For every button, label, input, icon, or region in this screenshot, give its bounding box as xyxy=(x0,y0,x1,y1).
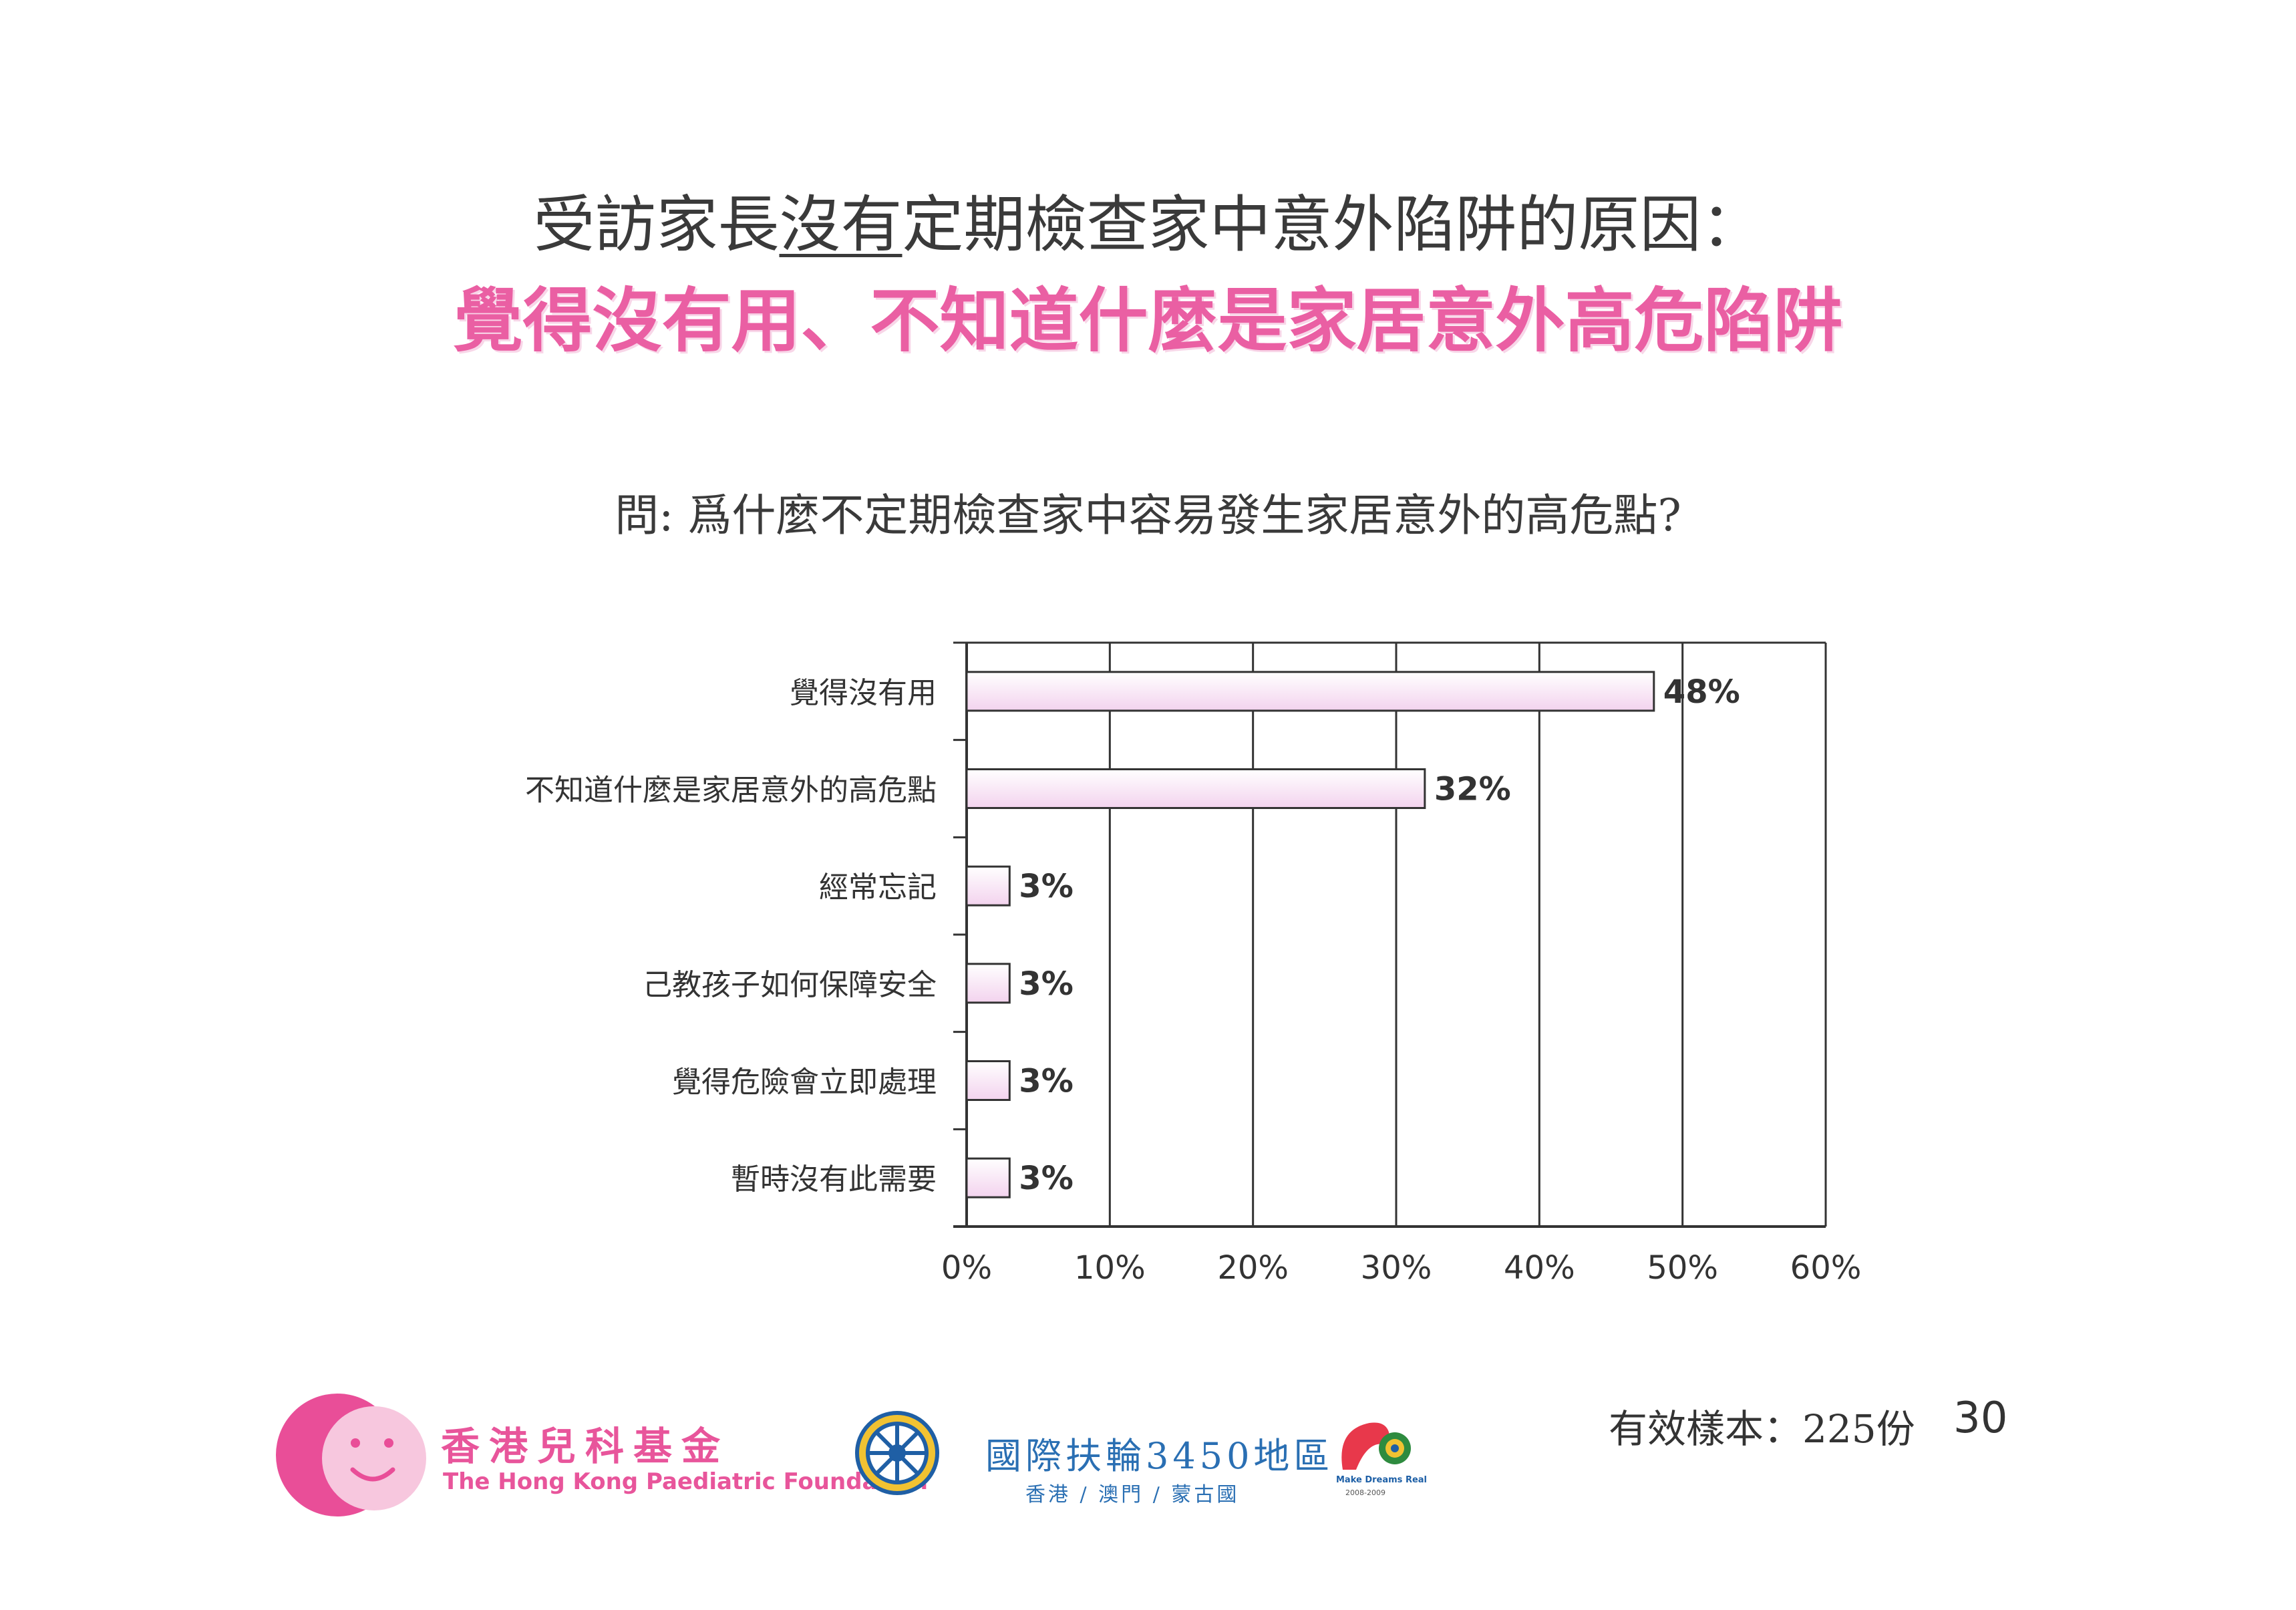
x-tick-label: 10% xyxy=(1074,1249,1146,1287)
bar-value-label: 3% xyxy=(1019,1063,1074,1100)
category-label: 經常忘記 xyxy=(819,870,937,905)
bar-value-label: 48% xyxy=(1663,673,1740,711)
category-label: 覺得沒有用 xyxy=(790,676,937,710)
bar xyxy=(965,1157,1011,1198)
x-tick-label: 40% xyxy=(1504,1249,1575,1287)
bar xyxy=(965,671,1655,712)
foundation-name-en: The Hong Kong Paediatric Foundation xyxy=(443,1468,928,1495)
make-dreams-real-text: Make Dreams Real xyxy=(1336,1475,1428,1485)
rotary-regions: 香港 / 澳門 / 蒙古國 xyxy=(1025,1483,1240,1506)
rotary-wheel-icon xyxy=(855,1411,939,1495)
bar-value-label: 32% xyxy=(1434,771,1511,808)
chart-title: 問: 爲什麼不定期檢查家中容易發生家居意外的高危點? xyxy=(615,490,1681,541)
x-tick-label: 20% xyxy=(1217,1249,1289,1287)
category-label: 暫時沒有此需要 xyxy=(731,1162,937,1196)
x-tick-label: 60% xyxy=(1790,1249,1862,1287)
x-tick-label: 0% xyxy=(941,1249,992,1287)
make-dreams-real-year: 2008-2009 xyxy=(1345,1488,1385,1497)
title-part1: 受訪家長 xyxy=(533,189,780,261)
bar-value-label: 3% xyxy=(1019,1160,1074,1197)
title-underlined: 沒有 xyxy=(779,189,903,261)
bar xyxy=(965,768,1426,809)
foundation-logo-icon xyxy=(276,1394,426,1516)
category-label: 己教孩子如何保障安全 xyxy=(643,968,937,1002)
foundation-name-zh: 香港兒科基金 xyxy=(441,1424,730,1469)
bar-value-label: 3% xyxy=(1019,965,1074,1003)
bar-value-label: 3% xyxy=(1019,868,1074,905)
bar xyxy=(965,865,1011,907)
page-title: 受訪家長沒有定期檢查家中意外陷阱的原因： xyxy=(0,175,2296,264)
x-tick-label: 50% xyxy=(1647,1249,1718,1287)
make-dreams-real-logo-icon xyxy=(1341,1422,1411,1470)
page-subtitle: 覺得沒有用、不知道什麼是家居意外高危陷阱 xyxy=(453,280,1843,361)
bar xyxy=(965,963,1011,1004)
category-label: 覺得危險會立即處理 xyxy=(672,1066,937,1100)
title-part2: 定期檢查家中意外陷阱的原因： xyxy=(902,189,1763,261)
rotary-district-name: 國際扶輪3450地區 xyxy=(985,1435,1334,1477)
bar xyxy=(965,1060,1011,1101)
page-number: 30 xyxy=(1953,1394,2008,1443)
category-label: 不知道什麼是家居意外的高危點 xyxy=(525,774,937,808)
x-tick-label: 30% xyxy=(1361,1249,1432,1287)
sample-size: 有效樣本：225份 xyxy=(1609,1406,1915,1452)
